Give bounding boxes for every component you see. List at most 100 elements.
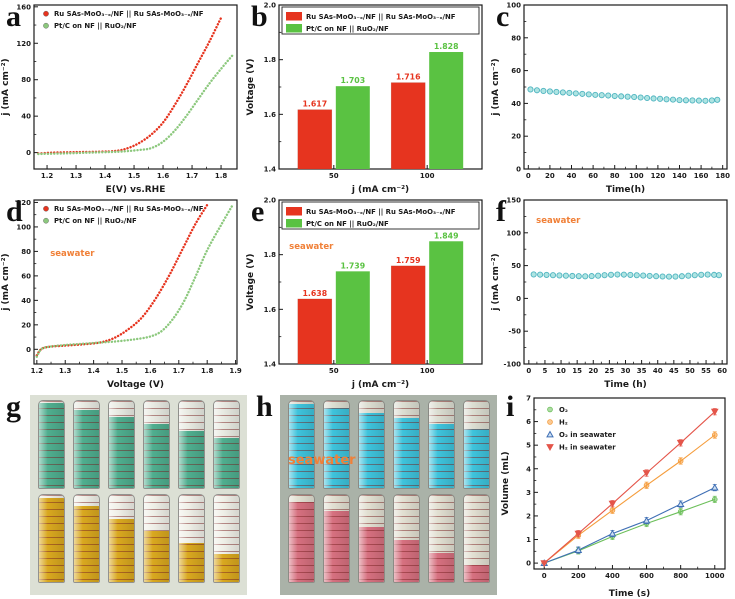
svg-text:80: 80 xyxy=(511,34,521,42)
svg-text:Voltage (V): Voltage (V) xyxy=(246,59,256,116)
svg-text:Pt/C on NF || RuO₂/NF: Pt/C on NF || RuO₂/NF xyxy=(54,22,137,31)
svg-text:80: 80 xyxy=(21,76,31,84)
graduated-tube xyxy=(392,400,420,489)
svg-text:40: 40 xyxy=(567,172,577,180)
svg-text:O₂: O₂ xyxy=(559,406,568,414)
tube-gloss xyxy=(73,401,99,488)
svg-text:5: 5 xyxy=(543,367,548,375)
tube-gloss xyxy=(393,401,419,488)
graduated-tube xyxy=(177,494,205,583)
svg-text:Ru SAs-MoO₃₋ₓ/NF || Ru SAs-MoO: Ru SAs-MoO₃₋ₓ/NF || Ru SAs-MoO₃₋ₓ/NF xyxy=(54,205,204,214)
graduated-tube xyxy=(212,494,240,583)
graduated-tube xyxy=(72,494,100,583)
graduated-tube xyxy=(107,494,135,583)
svg-text:1.6: 1.6 xyxy=(157,172,170,180)
svg-text:140: 140 xyxy=(672,172,687,180)
tube-gloss xyxy=(323,495,349,582)
svg-text:j (mA cm⁻²): j (mA cm⁻²) xyxy=(351,185,409,195)
svg-text:seawater: seawater xyxy=(289,242,334,252)
svg-text:2.0: 2.0 xyxy=(264,2,277,10)
svg-text:Pt/C on NF || RuO₂/NF: Pt/C on NF || RuO₂/NF xyxy=(54,217,137,226)
svg-text:Ru SAs-MoO₃₋ₓ/NF || Ru SAs-MoO: Ru SAs-MoO₃₋ₓ/NF || Ru SAs-MoO₃₋ₓ/NF xyxy=(54,10,204,19)
svg-text:180: 180 xyxy=(715,172,730,180)
graduated-tube xyxy=(142,400,170,489)
graduated-tube-column xyxy=(142,400,170,583)
svg-text:40: 40 xyxy=(21,113,31,121)
svg-text:0: 0 xyxy=(526,172,531,180)
svg-text:100: 100 xyxy=(420,172,435,180)
tube-gloss xyxy=(393,495,419,582)
graduated-tube xyxy=(357,494,385,583)
svg-text:1.828: 1.828 xyxy=(434,42,459,51)
svg-text:1.8: 1.8 xyxy=(264,56,277,64)
figure-row-3: g h seawater i 0 200 400 600 800 1000 0 1 2 3 4 5 6 7… xyxy=(0,390,735,599)
tube-gloss xyxy=(288,401,314,488)
panel-a: a 1.2 1.3 1.4 1.5 1.6 1.7 1.8 0 40 80 120 160 E(V) v… xyxy=(0,0,245,195)
graduated-tube-column xyxy=(392,400,420,583)
graduated-tube-column xyxy=(322,400,350,583)
graduated-tube xyxy=(72,400,100,489)
tube-gloss xyxy=(178,495,204,582)
svg-text:1.8: 1.8 xyxy=(201,367,214,375)
panel-i-gas-volume-chart: 0 200 400 600 800 1000 0 1 2 3 4 5 6 7 Time (s) Volume … xyxy=(501,395,726,599)
graduated-tube-column xyxy=(177,400,205,583)
svg-text:100: 100 xyxy=(420,367,435,375)
svg-text:1.7: 1.7 xyxy=(173,367,186,375)
svg-text:160: 160 xyxy=(694,172,709,180)
svg-text:600: 600 xyxy=(639,572,654,580)
tube-gloss xyxy=(213,401,239,488)
svg-text:1.7: 1.7 xyxy=(186,172,199,180)
svg-text:Pt/C on NF || RuO₂/NF: Pt/C on NF || RuO₂/NF xyxy=(306,25,389,34)
svg-text:1.716: 1.716 xyxy=(396,73,421,82)
svg-text:0: 0 xyxy=(516,295,521,303)
svg-text:j (mA cm⁻²): j (mA cm⁻²) xyxy=(1,58,11,116)
tube-gloss xyxy=(38,401,64,488)
svg-text:100: 100 xyxy=(629,172,644,180)
svg-text:Pt/C on NF || RuO₂/NF: Pt/C on NF || RuO₂/NF xyxy=(306,220,389,229)
svg-text:100: 100 xyxy=(506,229,521,237)
svg-text:Voltage (V): Voltage (V) xyxy=(246,254,256,311)
svg-text:Ru SAs-MoO₃₋ₓ/NF || Ru SAs-MoO: Ru SAs-MoO₃₋ₓ/NF || Ru SAs-MoO₃₋ₓ/NF xyxy=(306,208,456,217)
graduated-tube xyxy=(177,400,205,489)
svg-text:-50: -50 xyxy=(508,328,521,336)
panel-f: f 0 5 10 15 20 25 30 35 40 45 50 55 60 -100 -50 0 50 100 1… xyxy=(490,195,735,390)
svg-text:j (mA cm⁻²): j (mA cm⁻²) xyxy=(1,253,11,311)
svg-text:1.759: 1.759 xyxy=(396,256,421,265)
graduated-tube-column xyxy=(107,400,135,583)
svg-text:1.4: 1.4 xyxy=(264,361,277,369)
svg-text:0: 0 xyxy=(26,346,31,354)
svg-text:50: 50 xyxy=(511,262,521,270)
svg-text:200: 200 xyxy=(571,572,586,580)
graduated-tube-column xyxy=(357,400,385,583)
graduated-tube xyxy=(462,400,490,489)
svg-text:1.8: 1.8 xyxy=(215,172,228,180)
graduated-tube xyxy=(37,494,65,583)
svg-text:15: 15 xyxy=(572,367,582,375)
svg-text:20: 20 xyxy=(545,172,555,180)
tube-gloss xyxy=(38,495,64,582)
svg-text:O₂ in seawater: O₂ in seawater xyxy=(559,431,616,439)
tube-gloss xyxy=(428,401,454,488)
tube-gloss xyxy=(463,401,489,488)
svg-text:20: 20 xyxy=(588,367,598,375)
panel-e-letter: e xyxy=(251,195,265,228)
svg-text:1.9: 1.9 xyxy=(229,367,242,375)
svg-text:120: 120 xyxy=(16,40,31,48)
svg-text:55: 55 xyxy=(701,367,711,375)
svg-text:5: 5 xyxy=(526,442,531,450)
svg-text:50: 50 xyxy=(685,367,695,375)
graduated-tube xyxy=(322,494,350,583)
svg-text:1.8: 1.8 xyxy=(264,251,277,259)
panel-a-letter: a xyxy=(6,0,21,33)
svg-text:60: 60 xyxy=(511,67,521,75)
svg-text:1.6: 1.6 xyxy=(264,306,277,314)
panel-i-letter: i xyxy=(506,390,515,423)
svg-text:E(V) vs.RHE: E(V) vs.RHE xyxy=(106,185,166,195)
tube-gloss xyxy=(143,401,169,488)
svg-text:20: 20 xyxy=(21,321,31,329)
svg-text:2.0: 2.0 xyxy=(264,197,277,205)
svg-text:800: 800 xyxy=(673,572,688,580)
svg-text:1.4: 1.4 xyxy=(264,166,277,174)
svg-text:40: 40 xyxy=(511,100,521,108)
graduated-tube xyxy=(212,400,240,489)
